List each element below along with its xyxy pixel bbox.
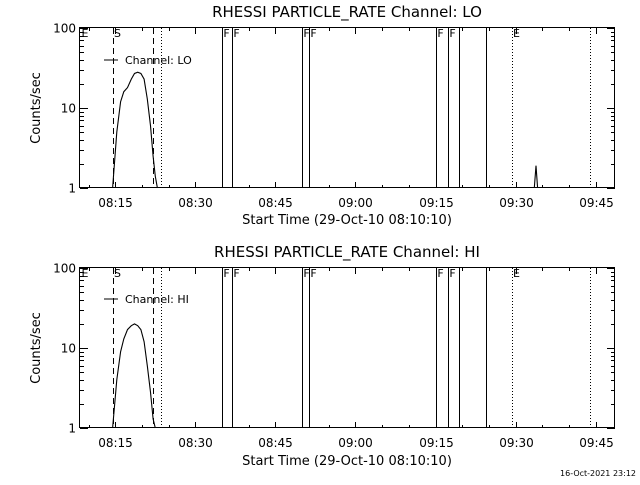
x-tick-label-1: 08:30 bbox=[178, 436, 213, 450]
series-lines-hi bbox=[112, 323, 156, 429]
series-line-1 bbox=[533, 165, 539, 189]
marker-label-4: F bbox=[223, 27, 229, 40]
plot-frame-hi bbox=[79, 267, 615, 428]
x-axis-ticks-lo: 08:15 08:30 08:45 09:00 09:15 09:30 09:45 bbox=[89, 28, 614, 210]
marker-label-6: F bbox=[303, 267, 309, 280]
x-tick-label-0: 08:15 bbox=[98, 436, 133, 450]
event-markers-lo: ESFFFFFFE bbox=[82, 27, 591, 188]
x-tick-label-3: 09:00 bbox=[338, 436, 373, 450]
marker-label-0: E bbox=[82, 27, 89, 40]
marker-label-5: F bbox=[233, 27, 239, 40]
y-axis-label-lo: Counts/sec bbox=[29, 72, 44, 144]
x-tick-label-6: 09:45 bbox=[579, 196, 614, 210]
y-axis-ticks-lo: 1 10 100 bbox=[53, 22, 615, 196]
y-tick-label-0: 1 bbox=[68, 422, 76, 436]
marker-label-8: F bbox=[437, 267, 443, 280]
series-lines-lo bbox=[112, 71, 539, 189]
legend-lo: Channel: LO bbox=[104, 54, 192, 67]
event-markers-hi: ESFFFFFFE bbox=[82, 267, 591, 428]
marker-label-7: F bbox=[310, 267, 316, 280]
x-tick-label-2: 08:45 bbox=[258, 436, 293, 450]
y-tick-label-2: 100 bbox=[53, 262, 76, 276]
x-tick-label-4: 09:15 bbox=[419, 436, 454, 450]
y-tick-label-1: 10 bbox=[61, 342, 76, 356]
marker-label-1: S bbox=[114, 267, 121, 280]
legend-label-hi: Channel: HI bbox=[125, 293, 189, 306]
series-line-0 bbox=[112, 323, 156, 429]
marker-label-6: F bbox=[303, 27, 309, 40]
y-tick-label-1: 10 bbox=[61, 102, 76, 116]
marker-label-9: F bbox=[449, 27, 455, 40]
marker-label-0: E bbox=[82, 267, 89, 280]
marker-label-9: F bbox=[449, 267, 455, 280]
x-tick-label-6: 09:45 bbox=[579, 436, 614, 450]
x-tick-label-0: 08:15 bbox=[98, 196, 133, 210]
marker-label-8: F bbox=[437, 27, 443, 40]
x-tick-label-1: 08:30 bbox=[178, 196, 213, 210]
marker-label-1: S bbox=[114, 27, 121, 40]
series-line-0 bbox=[112, 71, 158, 189]
x-tick-label-4: 09:15 bbox=[419, 196, 454, 210]
footer-timestamp: 16-Oct-2021 23:12 bbox=[560, 469, 636, 478]
x-axis-label-lo: Start Time (29-Oct-10 08:10:10) bbox=[242, 213, 452, 228]
y-tick-label-2: 100 bbox=[53, 22, 76, 36]
x-tick-label-5: 09:30 bbox=[499, 436, 534, 450]
chart-title-lo: RHESSI PARTICLE_RATE Channel: LO bbox=[212, 3, 482, 22]
chart-title-hi: RHESSI PARTICLE_RATE Channel: HI bbox=[214, 243, 480, 262]
x-axis-ticks-hi: 08:15 08:30 08:45 09:00 09:15 09:30 09:45 bbox=[89, 268, 614, 450]
x-tick-label-2: 08:45 bbox=[258, 196, 293, 210]
y-axis-ticks-hi: 1 10 100 bbox=[53, 262, 615, 436]
legend-label-lo: Channel: LO bbox=[125, 54, 192, 67]
x-tick-label-3: 09:00 bbox=[338, 196, 373, 210]
marker-label-7: F bbox=[310, 27, 316, 40]
y-axis-label-hi: Counts/sec bbox=[29, 312, 44, 384]
marker-label-4: F bbox=[223, 267, 229, 280]
marker-label-5: F bbox=[233, 267, 239, 280]
y-tick-label-0: 1 bbox=[68, 182, 76, 196]
x-tick-label-5: 09:30 bbox=[499, 196, 534, 210]
plot-frame-lo bbox=[79, 27, 615, 188]
legend-hi: Channel: HI bbox=[104, 293, 189, 306]
x-axis-label-hi: Start Time (29-Oct-10 08:10:10) bbox=[242, 454, 452, 469]
